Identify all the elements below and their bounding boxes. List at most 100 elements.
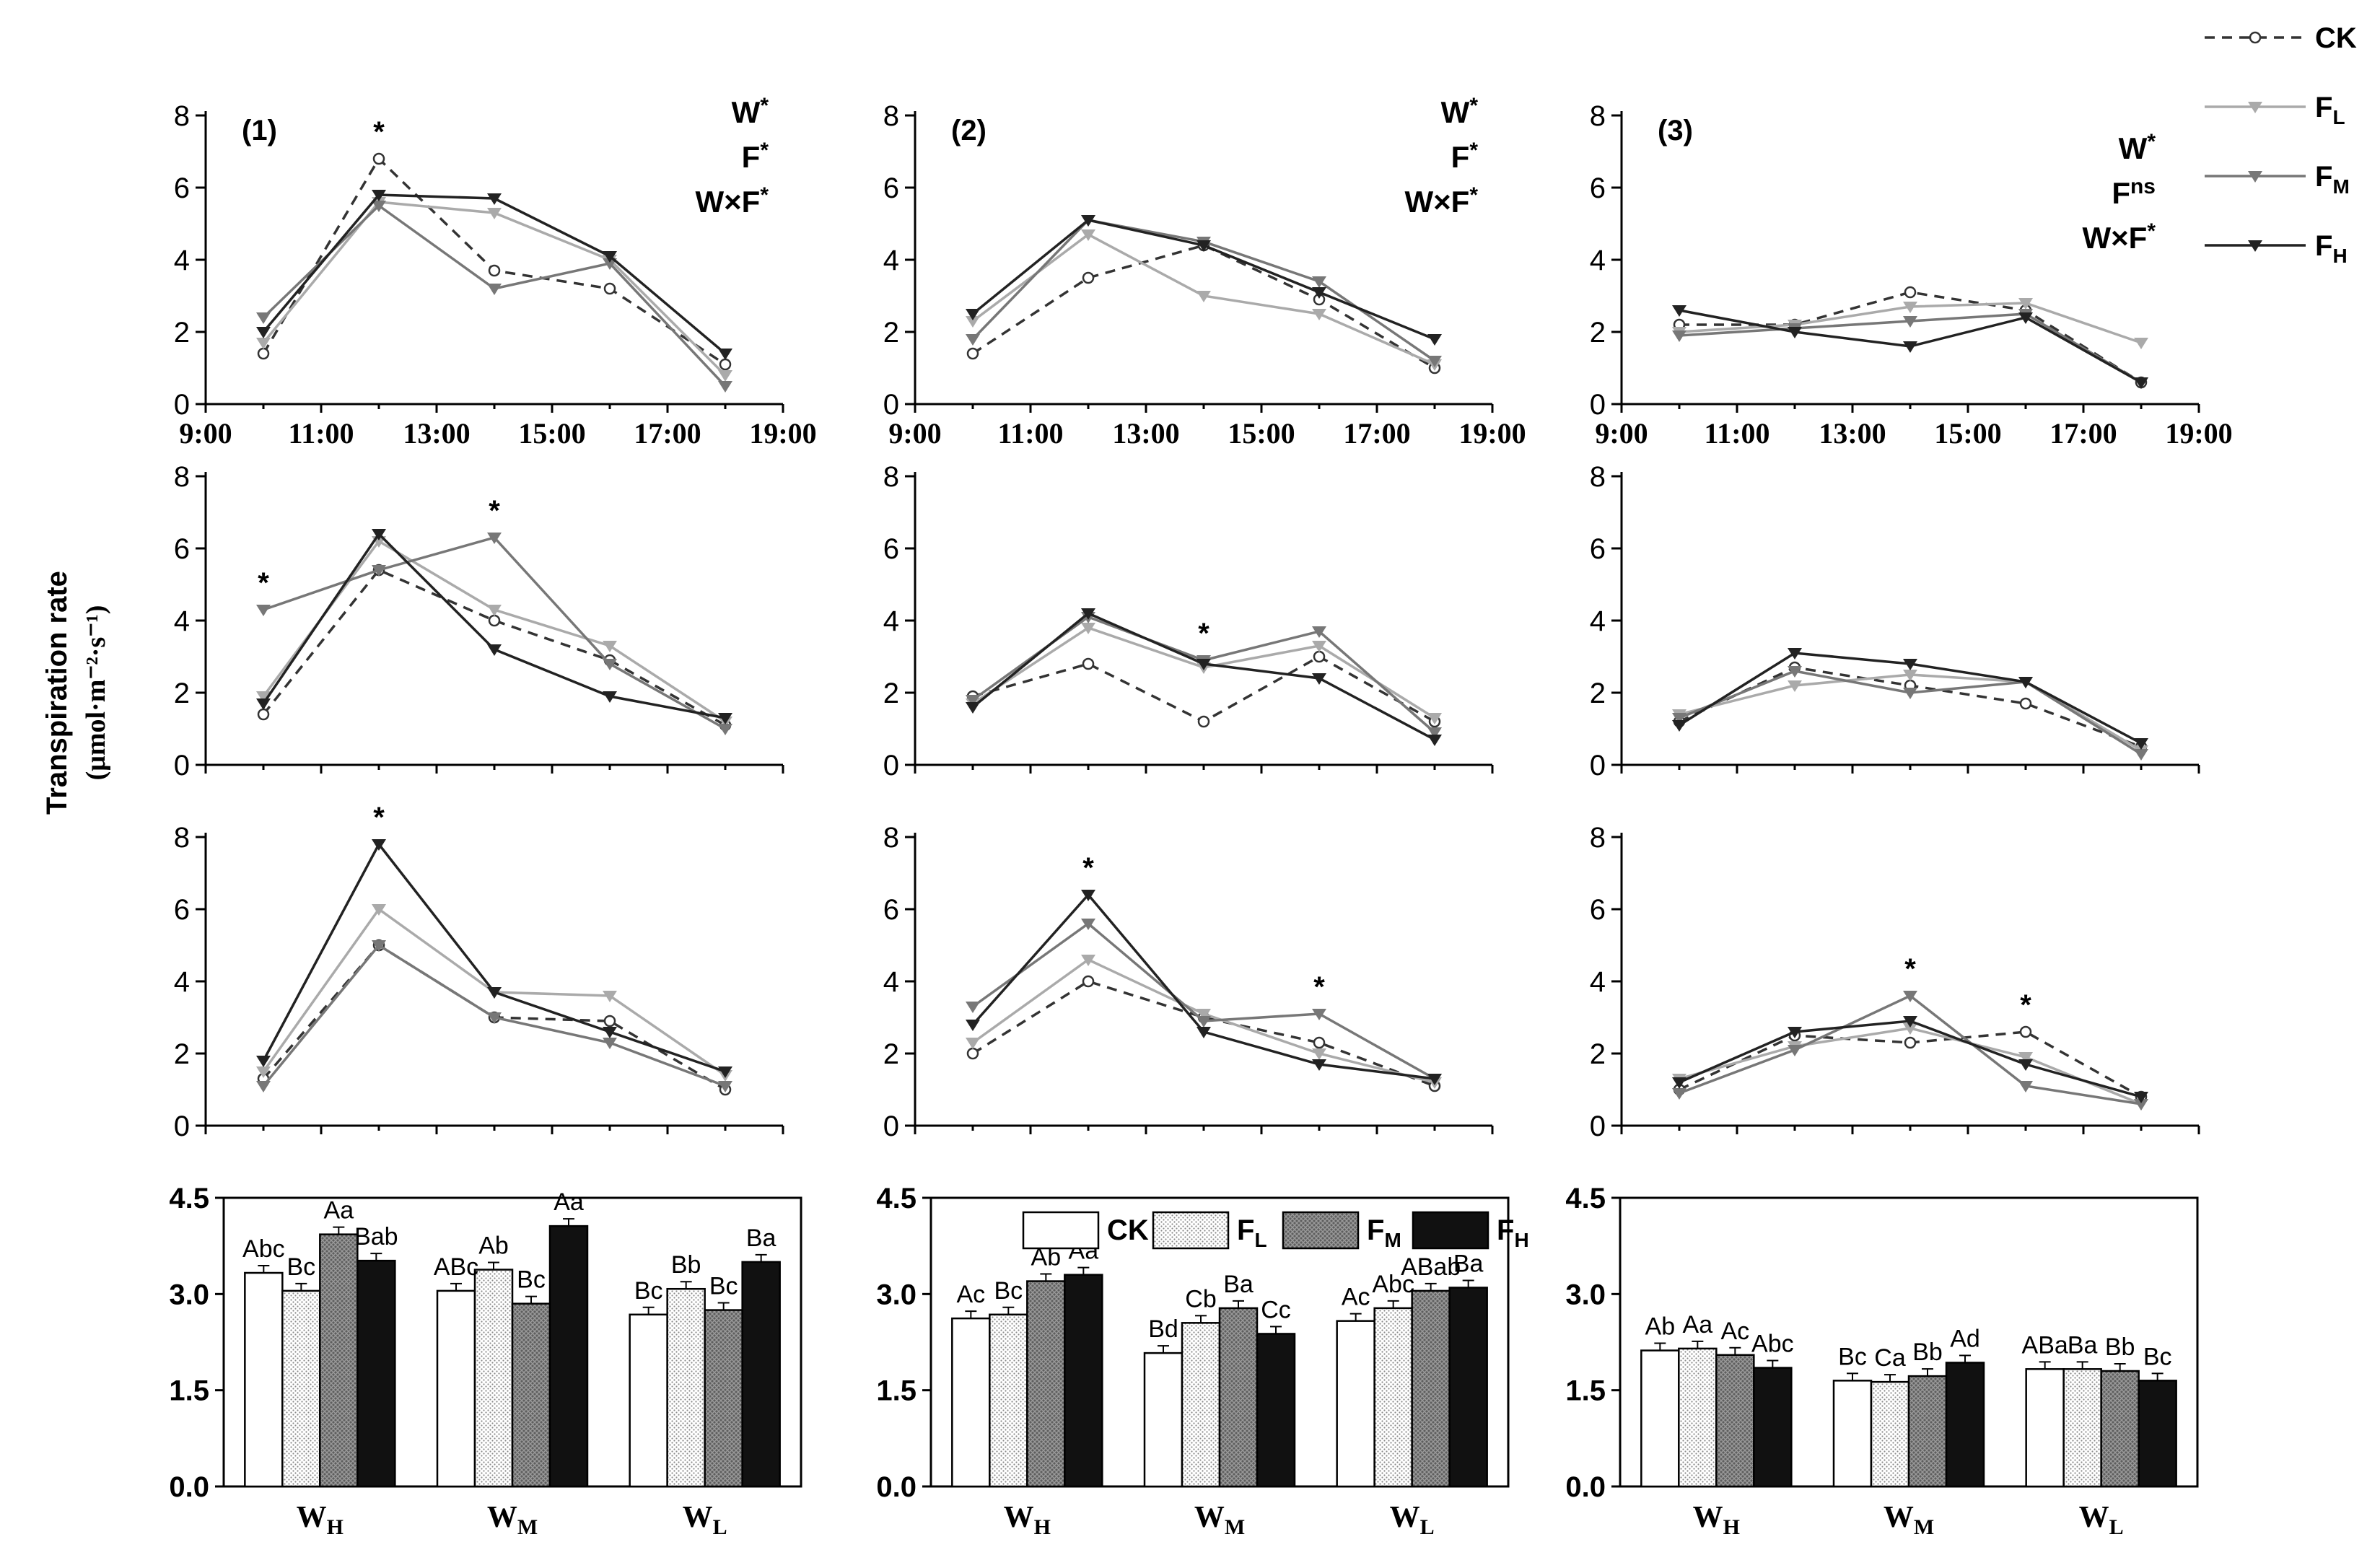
bar bbox=[1026, 1280, 1066, 1488]
data-point bbox=[2134, 738, 2148, 750]
data-point bbox=[1788, 1045, 1802, 1056]
bar bbox=[1945, 1362, 1985, 1488]
bar bbox=[1448, 1287, 1488, 1488]
line-chart-r1c3: 0 2 4 6 8 9:00 11:00 13:00 15:00 17:00 19:00 (3) W* F… bbox=[1590, 100, 2233, 450]
data-point bbox=[2248, 171, 2262, 183]
data-point bbox=[1427, 727, 1442, 739]
data-point bbox=[1672, 330, 1686, 342]
legend-entry: CK bbox=[2205, 22, 2357, 54]
data-point bbox=[487, 208, 502, 219]
bar bbox=[951, 1317, 991, 1488]
data-point bbox=[2018, 1052, 2033, 1064]
y-tick-label: 4 bbox=[1590, 605, 1606, 637]
x-tick-label: 13:00 bbox=[1819, 417, 1886, 450]
bar-significance-label: Ba bbox=[2068, 1331, 2098, 1359]
y-tick-label: 8 bbox=[1590, 100, 1606, 132]
data-point bbox=[372, 904, 386, 916]
bar-legend-label: FH bbox=[1497, 1214, 1529, 1251]
data-point bbox=[1903, 341, 1917, 353]
significance-star: * bbox=[489, 495, 500, 527]
bar-significance-label: Bc bbox=[1838, 1343, 1867, 1370]
series-line-F_L bbox=[262, 539, 726, 723]
y-tick-label: 2 bbox=[1590, 1038, 1606, 1070]
y-tick-label: 0 bbox=[883, 1111, 899, 1142]
y-tick-label: 8 bbox=[883, 100, 899, 132]
series-line-F_H bbox=[971, 893, 1435, 1080]
data-point bbox=[603, 691, 617, 703]
data-point bbox=[372, 565, 386, 577]
data-point bbox=[1196, 291, 1211, 302]
data-point bbox=[1312, 1059, 1326, 1071]
y-tick-label: 0 bbox=[174, 389, 190, 421]
data-point bbox=[1903, 1023, 1917, 1035]
bar-significance-label: Abc bbox=[1751, 1331, 1794, 1358]
bar bbox=[1143, 1352, 1184, 1488]
stat-significance: Fns bbox=[2112, 175, 2156, 210]
bar-significance-label: ABa bbox=[2022, 1331, 2068, 1359]
bar-significance-label: Ba bbox=[746, 1225, 776, 1252]
data-point bbox=[2134, 749, 2148, 761]
data-point bbox=[488, 614, 501, 627]
bar-legend-swatch bbox=[1282, 1211, 1360, 1250]
data-point bbox=[1081, 215, 1095, 227]
bar-chart-1: 0.01.53.04.5AbcBcAaBabWHABcAbBcAaWMBcBbB… bbox=[169, 1183, 802, 1539]
bar-significance-label: Ab bbox=[1645, 1313, 1676, 1341]
significance-star: * bbox=[373, 802, 385, 833]
legend-entry: FL bbox=[2205, 92, 2345, 128]
bar bbox=[1678, 1347, 1718, 1488]
data-point bbox=[256, 312, 271, 324]
bar bbox=[548, 1225, 589, 1488]
data-point bbox=[256, 605, 271, 616]
data-point bbox=[966, 1047, 979, 1060]
data-point bbox=[1788, 680, 1802, 692]
line-charts: 0 2 4 6 8 9:00 11:00 13:00 15:00 17:00 19:00 (1) W* F… bbox=[174, 94, 2233, 1142]
y-tick-label: 4 bbox=[174, 966, 190, 998]
x-tick-label: 19:00 bbox=[2165, 417, 2232, 450]
data-point bbox=[2018, 677, 2033, 688]
bar-significance-label: Bc bbox=[634, 1277, 663, 1305]
category-label: WH bbox=[1693, 1501, 1740, 1539]
y-tick-label: 8 bbox=[1590, 822, 1606, 854]
bar-legend-label: FL bbox=[1237, 1214, 1267, 1251]
bar-significance-label: Cb bbox=[1185, 1285, 1216, 1313]
data-point bbox=[718, 724, 732, 735]
y-tick-label: 6 bbox=[883, 533, 899, 565]
y-tick-label: 0.0 bbox=[876, 1471, 916, 1503]
data-point bbox=[966, 695, 980, 706]
line-chart-r3c1: 0 2 4 6 8 * bbox=[174, 802, 784, 1142]
data-point bbox=[1196, 1027, 1211, 1038]
data-point bbox=[1903, 1016, 1917, 1028]
bar bbox=[1336, 1320, 1375, 1488]
data-point bbox=[603, 641, 617, 652]
bar-significance-label: Bc bbox=[994, 1277, 1023, 1305]
bar bbox=[436, 1289, 476, 1488]
data-point bbox=[487, 605, 502, 616]
bar bbox=[989, 1313, 1028, 1488]
bar-legend: CK FL FM FH bbox=[1022, 1211, 1529, 1251]
line-chart-r2c1: 0 2 4 6 8 * * bbox=[174, 461, 784, 781]
data-point bbox=[719, 358, 732, 371]
y-tick-label: 2 bbox=[174, 1038, 190, 1070]
x-tick-label: 15:00 bbox=[1228, 417, 1295, 450]
bar bbox=[244, 1271, 284, 1488]
bar-significance-label: Ad bbox=[1950, 1325, 1980, 1352]
data-point bbox=[487, 284, 502, 295]
y-tick-label: 8 bbox=[174, 100, 190, 132]
x-tick-label: 17:00 bbox=[1343, 417, 1410, 450]
data-point bbox=[966, 1020, 980, 1031]
data-point bbox=[256, 691, 271, 703]
bar-significance-label: Bc bbox=[517, 1266, 546, 1294]
data-point bbox=[372, 529, 386, 540]
series-line-F_M bbox=[1679, 994, 2142, 1105]
data-point bbox=[372, 940, 386, 952]
data-point bbox=[966, 347, 979, 360]
data-point bbox=[966, 334, 980, 346]
data-point bbox=[2019, 1025, 2032, 1038]
x-tick-label: 17:00 bbox=[634, 417, 701, 450]
x-tick-label: 19:00 bbox=[1458, 417, 1526, 450]
data-point bbox=[966, 309, 980, 320]
data-point bbox=[1196, 1009, 1211, 1020]
